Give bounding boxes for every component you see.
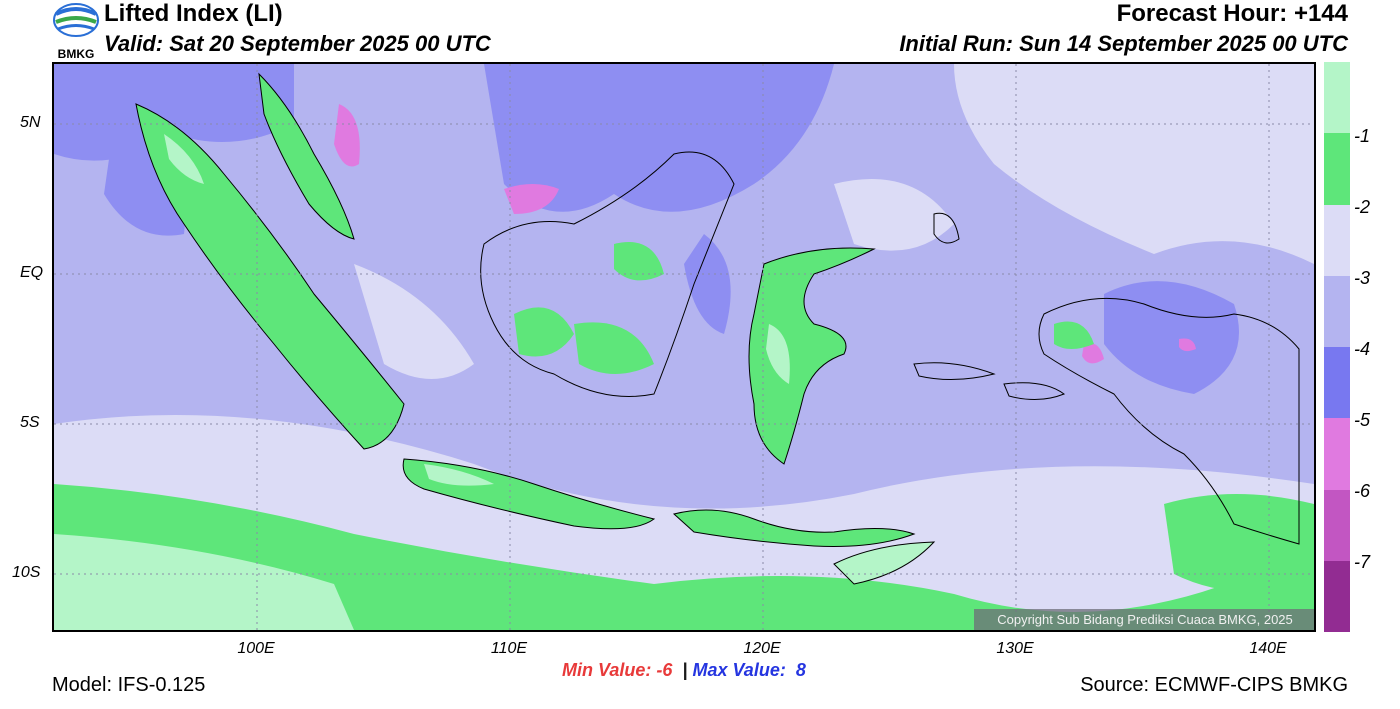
min-max-values: Min Value: -6 | Max Value: 8 (562, 660, 806, 681)
lat-label-10s: 10S (12, 564, 41, 581)
colorbar-label: -6 (1354, 481, 1371, 501)
min-label: Min Value: (562, 660, 652, 680)
model-label: Model: IFS-0.125 (52, 674, 206, 696)
bmkg-logo: BMKG (52, 2, 100, 61)
colorbar-segment (1324, 204, 1350, 276)
initial-run: Initial Run: Sun 14 September 2025 00 UT… (899, 31, 1348, 56)
minmax-separator: | (682, 660, 688, 680)
colorbar-segment (1324, 560, 1350, 632)
source-label: Source: ECMWF-CIPS BMKG (1080, 674, 1348, 696)
map-title: Lifted Index (LI) (104, 0, 283, 27)
colorbar-segment (1324, 133, 1350, 205)
lon-label-120e: 120E (743, 640, 781, 657)
colorbar-label: -4 (1354, 339, 1371, 359)
colorbar-segment (1324, 489, 1350, 561)
valid-time: Valid: Sat 20 September 2025 00 UTC (104, 31, 491, 56)
colorbar-segment (1324, 347, 1350, 419)
lon-label-130e: 130E (996, 640, 1034, 657)
li-map: Copyright Sub Bidang Prediksi Cuaca BMKG… (52, 62, 1316, 632)
map-canvas (54, 64, 1314, 630)
lon-label-140e: 140E (1249, 640, 1287, 657)
colorbar-label: -5 (1354, 410, 1371, 430)
colorbar-segment (1324, 275, 1350, 347)
colorbar-label: -2 (1354, 197, 1371, 217)
lat-label-eq: EQ (20, 264, 44, 281)
colorbar (1324, 62, 1350, 632)
colorbar-label: -3 (1354, 268, 1371, 288)
colorbar-label: -7 (1354, 552, 1371, 572)
forecast-hour: Forecast Hour: +144 (1116, 0, 1348, 27)
colorbar-label: -1 (1354, 126, 1371, 146)
colorbar-segment (1324, 62, 1350, 134)
colorbar-segment (1324, 418, 1350, 490)
lat-label-5s: 5S (20, 414, 40, 431)
lat-label-5n: 5N (20, 114, 41, 131)
logo-text: BMKG (58, 47, 95, 60)
max-label: Max Value: (692, 660, 786, 680)
lon-label-100e: 100E (237, 640, 275, 657)
lon-label-110e: 110E (490, 640, 528, 657)
max-value: 8 (795, 660, 806, 680)
copyright-text: Copyright Sub Bidang Prediksi Cuaca BMKG… (974, 609, 1314, 630)
min-value: -6 (656, 660, 673, 680)
